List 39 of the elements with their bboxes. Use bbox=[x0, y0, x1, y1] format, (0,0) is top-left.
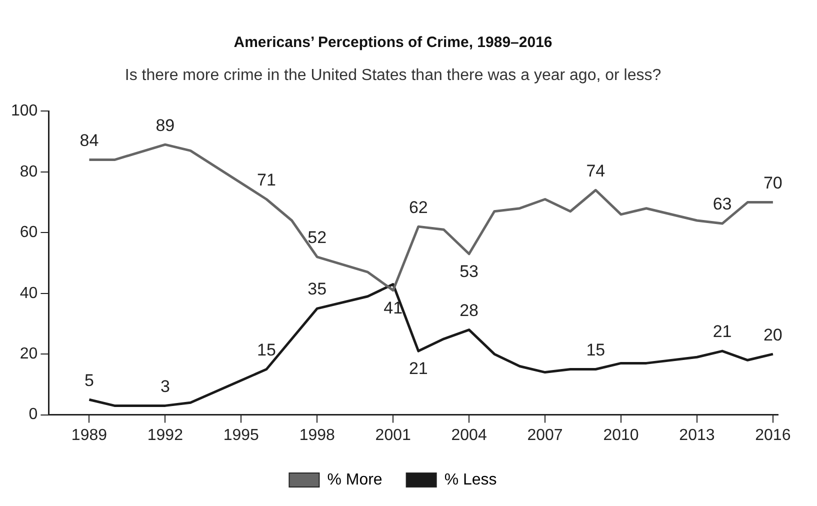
data-label: 63 bbox=[712, 194, 732, 214]
x-tick-label: 1992 bbox=[147, 426, 184, 444]
data-label: 53 bbox=[460, 262, 479, 282]
y-tick-label: 80 bbox=[20, 163, 38, 180]
data-label: 3 bbox=[160, 376, 170, 396]
data-label: 15 bbox=[257, 340, 276, 360]
chart-title: Americans’ Perceptions of Crime, 1989–2016 bbox=[234, 34, 552, 52]
x-tick-label: 2016 bbox=[755, 426, 791, 444]
chart-subtitle: Is there more crime in the United States than there was a year ago, or less? bbox=[124, 67, 662, 84]
y-tick-label: 60 bbox=[20, 224, 38, 242]
data-label: 52 bbox=[308, 228, 327, 248]
x-tick-label: 2010 bbox=[603, 426, 639, 444]
legend-label: % Less bbox=[444, 471, 497, 488]
x-tick-label: 2007 bbox=[527, 426, 563, 444]
legend-label: % More bbox=[327, 471, 382, 488]
data-label: 89 bbox=[156, 116, 175, 135]
data-label: 20 bbox=[763, 325, 782, 344]
data-label: 70 bbox=[763, 173, 782, 192]
data-label: 84 bbox=[80, 130, 99, 150]
data-label: 5 bbox=[84, 370, 94, 390]
x-tick-label: 2001 bbox=[375, 426, 411, 444]
x-tick-label: 1998 bbox=[299, 426, 336, 444]
y-tick-label: 100 bbox=[10, 102, 38, 120]
data-label: 74 bbox=[586, 161, 606, 180]
data-label: 62 bbox=[408, 198, 428, 217]
x-tick-label: 1995 bbox=[223, 426, 260, 444]
x-tick-label: 1989 bbox=[71, 426, 108, 444]
data-label: 28 bbox=[460, 300, 479, 320]
data-label: 35 bbox=[308, 280, 327, 299]
y-tick-label: 0 bbox=[28, 406, 38, 424]
x-tick-label: 2013 bbox=[679, 426, 715, 444]
data-label: 71 bbox=[257, 170, 276, 190]
data-label: 21 bbox=[712, 322, 732, 342]
data-label: 41 bbox=[384, 298, 403, 318]
y-tick-label: 40 bbox=[20, 284, 38, 302]
y-tick-label: 20 bbox=[20, 345, 38, 362]
data-label: 15 bbox=[586, 340, 606, 360]
data-label: 21 bbox=[408, 359, 428, 378]
x-tick-label: 2004 bbox=[451, 426, 487, 444]
